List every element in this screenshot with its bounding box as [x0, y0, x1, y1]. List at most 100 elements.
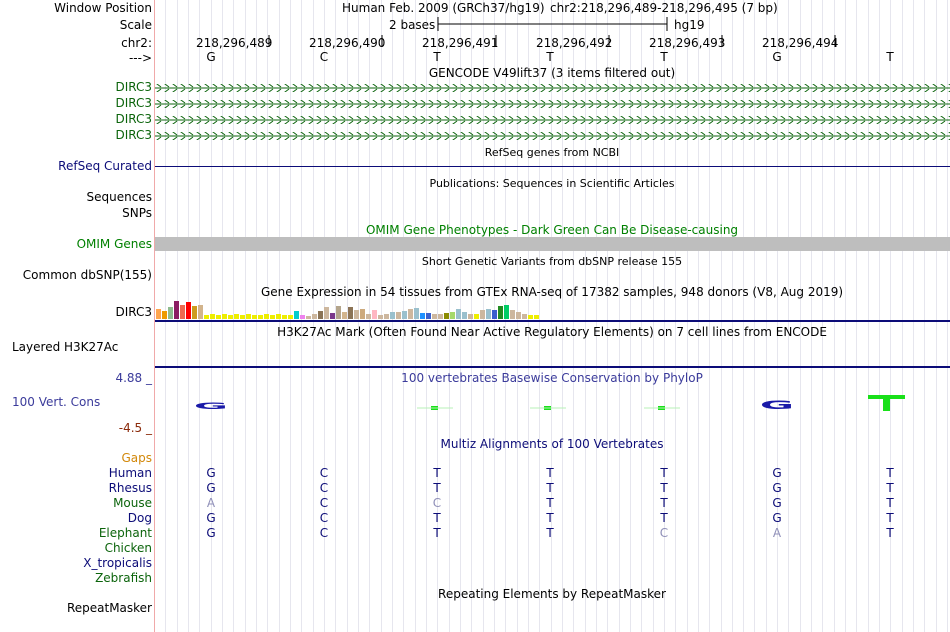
snps-track-label[interactable]: SNPs: [122, 206, 152, 220]
gtex-tissue-bar: [168, 307, 173, 319]
gtex-tissue-bar: [180, 305, 185, 319]
alignment-base: G: [206, 526, 216, 540]
grid-guide-line: [233, 0, 234, 632]
publications-track-label[interactable]: Sequences: [86, 190, 152, 204]
alignment-base: T: [886, 496, 894, 510]
alignment-base: G: [206, 511, 216, 525]
gtex-tissue-bar: [528, 315, 533, 319]
gencode-track-label[interactable]: DIRC3: [115, 96, 152, 110]
alignment-base: T: [546, 526, 554, 540]
alignment-base: G: [772, 511, 782, 525]
chromosome-label: chr2:: [121, 36, 152, 50]
alignment-base: G: [772, 496, 782, 510]
grid-guide-line: [856, 0, 857, 632]
phylop-base-logo: G: [760, 399, 794, 412]
species-label: Zebrafish: [95, 571, 152, 585]
gtex-tissue-bar: [354, 310, 359, 319]
gtex-tissue-bar: [438, 314, 443, 319]
ruler-tick-label: 218,296,494: [762, 36, 839, 50]
phylop-track-label[interactable]: 100 Vert. Cons: [12, 395, 101, 409]
refseq-track-label[interactable]: RefSeq Curated: [58, 159, 152, 173]
gencode-track-label[interactable]: DIRC3: [115, 80, 152, 94]
omim-track-title: OMIM Gene Phenotypes - Dark Green Can Be…: [365, 223, 739, 237]
omim-track-label[interactable]: OMIM Genes: [76, 237, 152, 251]
multiz-track-title: Multiz Alignments of 100 Vertebrates: [440, 437, 664, 451]
phylop-base-logo: [883, 395, 890, 411]
gtex-tissue-bar: [390, 312, 395, 319]
gencode-track-label[interactable]: DIRC3: [115, 112, 152, 126]
gencode-transcript[interactable]: [155, 100, 950, 108]
grid-guide-line: [800, 0, 801, 632]
grid-guide-line: [675, 0, 676, 632]
scale-label: Scale: [119, 18, 152, 32]
gtex-tissue-bar: [174, 301, 179, 319]
browser-image[interactable]: Human Feb. 2009 (GRCh37/hg19) chr2:218,2…: [155, 0, 950, 632]
phylop-max-label: 4.88 _: [115, 371, 152, 385]
grid-guide-line: [437, 0, 438, 632]
grid-guide-line: [551, 0, 552, 632]
alignment-base: C: [319, 466, 329, 480]
phylop-base-logo: G: [194, 401, 228, 411]
gtex-expression-bars[interactable]: [155, 298, 550, 320]
gtex-tissue-bar: [306, 316, 311, 319]
grid-guide-line: [913, 0, 914, 632]
grid-guide-line: [879, 0, 880, 632]
gtex-tissue-bar: [408, 309, 413, 319]
repeatmasker-track-label[interactable]: RepeatMasker: [66, 601, 152, 615]
alignment-base: T: [660, 481, 668, 495]
gencode-transcript[interactable]: [155, 132, 950, 140]
gtex-tissue-bar: [480, 310, 485, 319]
gtex-tissue-bar: [360, 309, 365, 319]
gtex-track-title: Gene Expression in 54 tissues from GTEx …: [260, 285, 844, 299]
gtex-tissue-bar: [342, 312, 347, 319]
phylop-conservation-graph[interactable]: G G: [155, 386, 950, 426]
gtex-tissue-bar: [468, 314, 473, 319]
alignment-base: T: [433, 481, 441, 495]
gtex-tissue-bar: [498, 306, 503, 319]
gencode-transcript[interactable]: [155, 84, 950, 92]
gtex-tissue-bar: [186, 302, 191, 319]
position-coords: chr2:218,296,489-218,296,495 (7 bp): [550, 1, 778, 15]
dbsnp-track-label[interactable]: Common dbSNP(155): [22, 268, 152, 282]
alignment-base: A: [772, 526, 782, 540]
gtex-tissue-bar: [522, 314, 527, 319]
grid-guide-line: [754, 0, 755, 632]
gtex-tissue-bar: [444, 313, 449, 319]
gencode-track-label[interactable]: DIRC3: [115, 128, 152, 142]
gtex-tissue-bar: [294, 311, 299, 319]
omim-gene-bar[interactable]: [155, 237, 950, 251]
reference-base: T: [660, 50, 668, 64]
grid-guide-line: [721, 0, 722, 632]
publications-track-title: Publications: Sequences in Scientific Ar…: [429, 177, 675, 190]
h3k27ac-baseline: [155, 366, 950, 368]
gencode-transcript[interactable]: [155, 116, 950, 124]
grid-guide-line: [924, 0, 925, 632]
gtex-tissue-bar: [330, 313, 335, 319]
h3k27ac-track-label[interactable]: Layered H3K27Ac: [12, 340, 119, 354]
gtex-tissue-bar: [234, 314, 239, 319]
ruler-tick-label: 218,296,490: [309, 36, 386, 50]
grid-guide-line: [743, 0, 744, 632]
gtex-tissue-bar: [318, 311, 323, 319]
ruler-ticks: [268, 35, 836, 47]
gtex-tissue-bar: [288, 315, 293, 319]
gtex-tissue-bar: [252, 315, 257, 319]
species-label: Rhesus: [108, 481, 152, 495]
alignment-base: T: [886, 481, 894, 495]
ruler-tick-label: 218,296,491: [422, 36, 499, 50]
gencode-transcripts[interactable]: [155, 80, 950, 140]
alignment-base: T: [886, 526, 894, 540]
reference-base: T: [546, 50, 554, 64]
species-label: Chicken: [104, 541, 152, 555]
gtex-tissue-bar: [324, 307, 329, 319]
gtex-tissue-bar: [510, 310, 515, 319]
alignment-base: G: [206, 466, 216, 480]
gtex-track-label[interactable]: DIRC3: [115, 305, 152, 319]
alignment-base: G: [772, 481, 782, 495]
gtex-tissue-bar: [246, 314, 251, 319]
refseq-gene-line[interactable]: [155, 166, 950, 167]
alignment-base: C: [319, 511, 329, 525]
gtex-tissue-bar: [162, 311, 167, 319]
alignment-base: T: [546, 511, 554, 525]
gtex-tissue-bar: [198, 305, 203, 319]
